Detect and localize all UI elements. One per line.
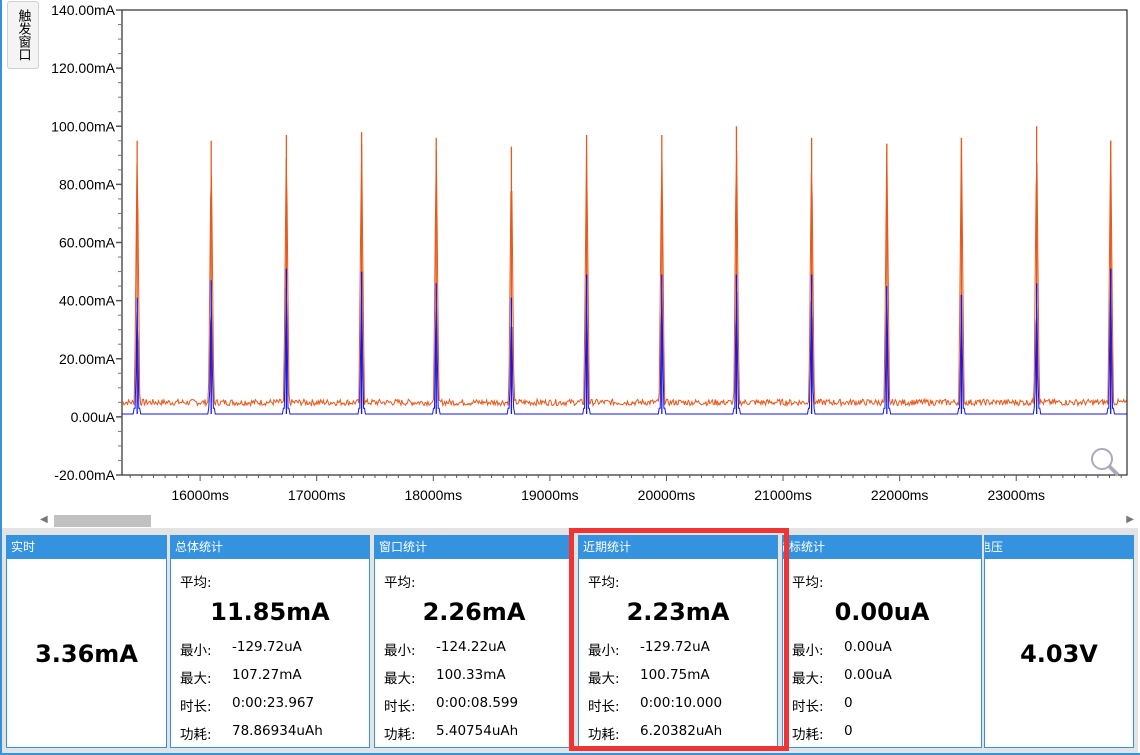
y-tick-label: 60.00mA <box>59 235 116 251</box>
dur-label: 时长: <box>792 699 824 715</box>
x-tick-label: 21000ms <box>754 487 812 503</box>
y-tick-label: 20.00mA <box>59 351 116 367</box>
panel-total-stats: 总体统计 平均: 11.85mA 最小: -129.72uA 最大: 107.27mA… <box>170 535 370 748</box>
avg-value: 11.85mA <box>210 598 330 626</box>
max-value: 107.27mA <box>232 667 302 683</box>
max-label: 最大: <box>384 671 416 687</box>
x-tick-label: 16000ms <box>171 487 229 503</box>
series-line-current-blue <box>122 268 1127 415</box>
panel-title: 游标统计 <box>783 536 981 559</box>
dur-value: 0:00:10.000 <box>640 695 723 711</box>
min-value: -129.72uA <box>640 639 710 655</box>
panel-window-stats: 窗口统计 平均: 2.26mA 最小: -124.22uA 最大: 100.33mA 时… <box>374 535 574 748</box>
max-value: 0.00uA <box>844 667 892 683</box>
horizontal-scrollbar[interactable]: ◀ ▶ <box>38 514 1138 528</box>
dur-label: 时长: <box>588 699 620 715</box>
zoom-magnifier-icon[interactable] <box>1091 448 1120 477</box>
x-tick-label: 20000ms <box>638 487 696 503</box>
energy-row: 功耗: 6.20382uAh <box>588 723 722 743</box>
dur-value: 0:00:23.967 <box>232 695 315 711</box>
avg-label: 平均: <box>588 575 620 591</box>
min-row: 最小: -129.72uA <box>588 639 710 659</box>
energy-row: 功耗: 0 <box>792 723 853 743</box>
y-tick-label: 140.00mA <box>51 2 115 18</box>
max-label: 最大: <box>180 671 212 687</box>
stats-panels: 实时 3.36mA 总体统计 平均: 11.85mA 最小: -129.72uA 最… <box>2 528 1138 753</box>
y-tick-label: 40.00mA <box>59 293 116 309</box>
plot-area <box>121 9 1128 476</box>
x-tick-label: 22000ms <box>871 487 929 503</box>
y-tick-label: 80.00mA <box>59 176 116 192</box>
energy-value: 6.20382uAh <box>640 723 723 739</box>
avg-value: 2.23mA <box>626 598 730 626</box>
min-value: -124.22uA <box>436 639 506 655</box>
min-value: -129.72uA <box>232 639 302 655</box>
dur-value: 0 <box>844 695 853 711</box>
avg-label: 平均: <box>792 575 824 591</box>
x-tick-label: 19000ms <box>521 487 579 503</box>
panel-recent-stats: 近期统计 平均: 2.23mA 最小: -129.72uA 最大: 100.75mA 时… <box>578 535 778 748</box>
min-value: 0.00uA <box>844 639 892 655</box>
dur-row: 时长: 0:00:10.000 <box>588 695 722 715</box>
x-tick-label: 23000ms <box>987 487 1045 503</box>
min-label: 最小: <box>180 643 212 659</box>
min-row: 最小: 0.00uA <box>792 639 892 659</box>
panel-title: 总体统计 <box>171 536 369 559</box>
energy-label: 功耗: <box>792 727 824 743</box>
max-row: 最大: 100.33mA <box>384 667 506 687</box>
dur-value: 0:00:08.599 <box>436 695 519 711</box>
dur-row: 时长: 0:00:08.599 <box>384 695 518 715</box>
dur-label: 时长: <box>180 699 212 715</box>
max-row: 最大: 107.27mA <box>180 667 302 687</box>
min-label: 最小: <box>384 643 416 659</box>
min-label: 最小: <box>588 643 620 659</box>
panel-title: 电压 <box>985 536 1133 559</box>
y-tick-label: 0.00uA <box>71 409 116 425</box>
avg-value: 2.26mA <box>422 598 526 626</box>
avg-value: 0.00uA <box>834 598 930 626</box>
trigger-window-button[interactable]: 触发窗口 <box>7 1 39 69</box>
dur-row: 时长: 0:00:23.967 <box>180 695 314 715</box>
scrollbar-thumb[interactable] <box>54 515 151 527</box>
dur-row: 时长: 0 <box>792 695 853 715</box>
avg-label: 平均: <box>180 575 212 591</box>
x-tick-label: 18000ms <box>404 487 462 503</box>
current-chart[interactable]: -20.00mA 0.00uA 20.00mA 40.00mA 60.00mA 80.00… <box>0 0 1140 512</box>
energy-value: 78.86934uAh <box>232 723 323 739</box>
max-row: 最大: 0.00uA <box>792 667 892 687</box>
avg-label: 平均: <box>384 575 416 591</box>
panel-title: 实时 <box>7 536 166 559</box>
panel-title: 窗口统计 <box>375 536 573 559</box>
series-line-current-orange <box>121 137 1127 408</box>
energy-row: 功耗: 5.40754uAh <box>384 723 518 743</box>
energy-label: 功耗: <box>180 727 212 743</box>
energy-label: 功耗: <box>384 727 416 743</box>
max-row: 最大: 100.75mA <box>588 667 710 687</box>
x-tick-label: 17000ms <box>288 487 346 503</box>
min-label: 最小: <box>792 643 824 659</box>
voltage-value: 4.03V <box>1020 640 1098 668</box>
panel-voltage: 电压 4.03V <box>984 535 1134 748</box>
energy-label: 功耗: <box>588 727 620 743</box>
energy-value: 5.40754uAh <box>436 723 519 739</box>
dur-label: 时长: <box>384 699 416 715</box>
realtime-value: 3.36mA <box>35 640 138 668</box>
max-value: 100.33mA <box>436 667 506 683</box>
y-tick-label: 120.00mA <box>51 60 115 76</box>
max-label: 最大: <box>588 671 620 687</box>
scroll-left-icon[interactable]: ◀ <box>40 514 48 525</box>
max-label: 最大: <box>792 671 824 687</box>
min-row: 最小: -129.72uA <box>180 639 302 659</box>
scroll-right-icon[interactable]: ▶ <box>1126 514 1134 525</box>
max-value: 100.75mA <box>640 667 710 683</box>
panel-cursor-stats: 游标统计 平均: 0.00uA 最小:0.00uA最大:0.00uA时长:0功耗… <box>782 535 982 748</box>
min-row: 最小: -124.22uA <box>384 639 506 659</box>
panel-title: 近期统计 <box>579 536 777 559</box>
y-tick-label: 100.00mA <box>51 118 115 134</box>
energy-value: 0 <box>844 723 853 739</box>
panel-realtime: 实时 3.36mA <box>6 535 167 748</box>
energy-row: 功耗: 78.86934uAh <box>180 723 323 743</box>
y-tick-label: -20.00mA <box>54 467 115 483</box>
